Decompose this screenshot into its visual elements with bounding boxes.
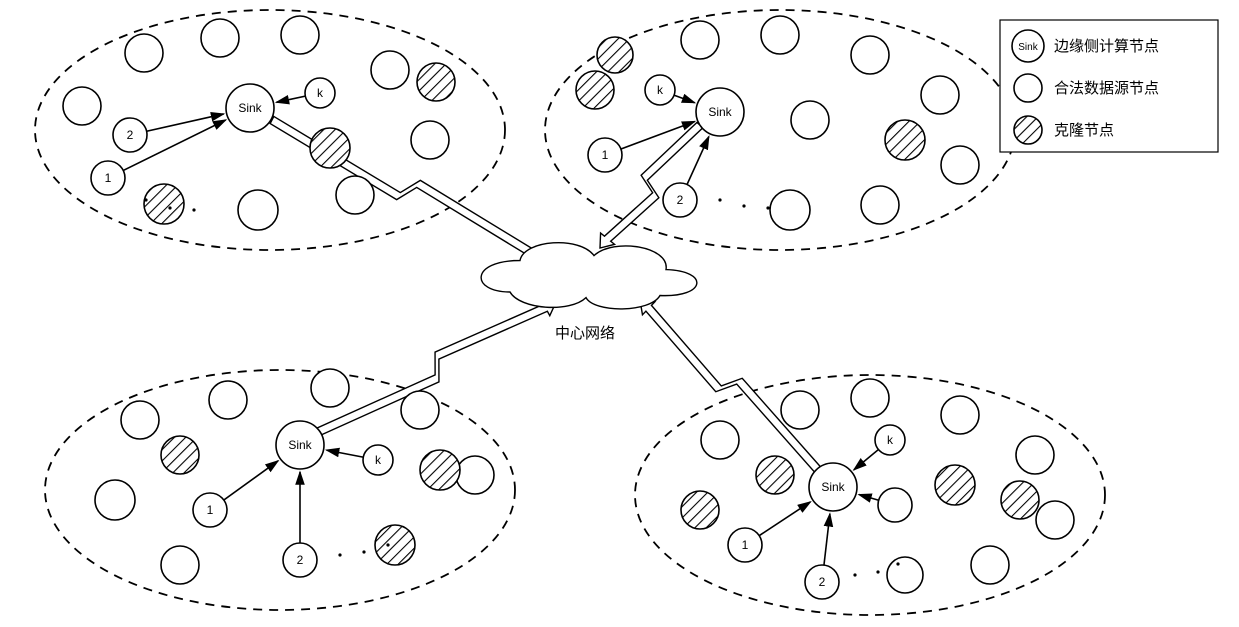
clone-node <box>597 37 633 73</box>
clone-node <box>935 465 975 505</box>
ellipsis-dot <box>338 553 341 556</box>
clone-node <box>420 450 460 490</box>
svg-text:1: 1 <box>207 503 214 517</box>
legal-node <box>921 76 959 114</box>
legal-node <box>761 16 799 54</box>
legal-node <box>238 190 278 230</box>
svg-text:2: 2 <box>127 128 134 142</box>
legal-node <box>781 391 819 429</box>
center-network-label: 中心网络 <box>555 325 615 342</box>
legal-node <box>371 51 409 89</box>
legal-node <box>95 480 135 520</box>
legal-node <box>201 19 239 57</box>
svg-text:k: k <box>317 86 324 100</box>
ellipsis-dot <box>386 543 389 546</box>
svg-text:1: 1 <box>105 171 112 185</box>
ellipsis-dot <box>362 550 365 553</box>
legend-label: 边缘侧计算节点 <box>1054 37 1159 55</box>
legal-node <box>770 190 810 230</box>
clone-node <box>1001 481 1039 519</box>
sink-label: Sink <box>708 105 732 119</box>
legal-node <box>861 186 899 224</box>
legend-label: 合法数据源节点 <box>1054 80 1159 97</box>
sink-label: Sink <box>288 438 312 452</box>
clone-node <box>885 120 925 160</box>
legal-node <box>63 87 101 125</box>
clone-node <box>161 436 199 474</box>
legal-node <box>971 546 1009 584</box>
sink-label: Sink <box>821 480 845 494</box>
legal-node <box>851 36 889 74</box>
legend-label: 克隆节点 <box>1054 122 1114 139</box>
svg-text:2: 2 <box>819 575 826 589</box>
legal-node <box>701 421 739 459</box>
legend-hatched-icon <box>1014 116 1042 144</box>
legal-node <box>125 34 163 72</box>
legal-node <box>209 381 247 419</box>
svg-text:1: 1 <box>602 148 609 162</box>
svg-text:Sink: Sink <box>1018 42 1038 53</box>
svg-text:2: 2 <box>677 193 684 207</box>
ellipsis-dot <box>853 573 856 576</box>
legal-node <box>941 146 979 184</box>
ellipsis-dot <box>896 562 899 565</box>
legal-node <box>941 396 979 434</box>
clone-node <box>375 525 415 565</box>
ellipsis-dot <box>742 204 745 207</box>
legal-node <box>456 456 494 494</box>
clone-node <box>144 184 184 224</box>
legal-node <box>1036 501 1074 539</box>
ellipsis-dot <box>876 570 879 573</box>
clone-node <box>756 456 794 494</box>
legal-node <box>281 16 319 54</box>
legal-node <box>121 401 159 439</box>
legal-node <box>336 176 374 214</box>
legal-node <box>1016 436 1054 474</box>
ellipsis-dot <box>168 206 171 209</box>
legal-node <box>791 101 829 139</box>
clone-node <box>576 71 614 109</box>
diagram-canvas: 中心网络 2 1 k Sink 1 2 k Sink 1 2 k Sink 1 2 k Sink Sink 边缘侧计… <box>0 0 1239 627</box>
legend-empty-icon <box>1014 74 1042 102</box>
legal-node <box>401 391 439 429</box>
legal-node <box>161 546 199 584</box>
legal-node <box>878 488 912 522</box>
ellipsis-dot <box>766 206 769 209</box>
legal-node <box>851 379 889 417</box>
legal-node <box>681 21 719 59</box>
svg-text:2: 2 <box>297 553 304 567</box>
ellipsis-dot <box>192 208 195 211</box>
ellipsis-dot <box>718 198 721 201</box>
svg-text:k: k <box>657 83 664 97</box>
clone-node <box>310 128 350 168</box>
legal-node <box>411 121 449 159</box>
svg-text:1: 1 <box>742 538 749 552</box>
ellipsis-dot <box>144 198 147 201</box>
sink-label: Sink <box>238 101 262 115</box>
clone-node <box>681 491 719 529</box>
legal-node <box>887 557 923 593</box>
clone-node <box>417 63 455 101</box>
cloud-icon <box>481 243 697 309</box>
legal-node <box>311 369 349 407</box>
svg-text:k: k <box>375 453 382 467</box>
svg-text:k: k <box>887 433 894 447</box>
